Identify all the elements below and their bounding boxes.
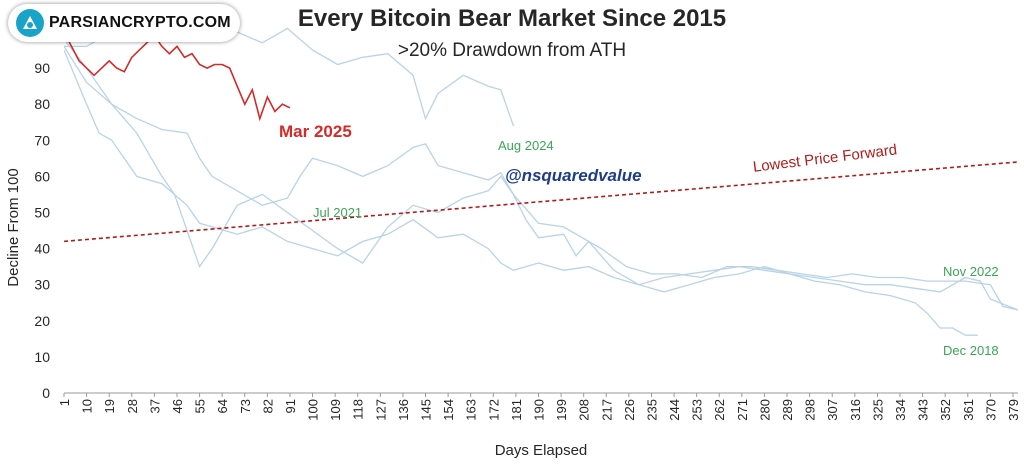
y-tick-label: 0	[42, 385, 50, 401]
plot-area	[64, 20, 1018, 336]
chart-subtitle: >20% Drawdown from ATH	[397, 40, 627, 61]
x-tick-label: 190	[531, 399, 546, 421]
y-tick-label: 80	[34, 96, 50, 112]
logo-text: PARSIANCRYPTO.COM	[49, 14, 231, 31]
x-tick-label: 154	[441, 399, 456, 421]
x-tick-label: 352	[938, 399, 953, 421]
series-line-mar-2025	[64, 31, 291, 122]
x-tick-label: 118	[351, 399, 366, 420]
logo-emblem-icon	[16, 9, 44, 37]
x-tick-label: 145	[419, 399, 434, 421]
x-tick-label: 100	[306, 399, 321, 421]
x-tick-label: 199	[554, 399, 569, 421]
label-dec-2018: Dec 2018	[943, 343, 999, 358]
label-jul-2021: Jul 2021	[313, 205, 363, 220]
x-tick-label: 379	[1006, 399, 1021, 421]
x-tick-label: 91	[283, 399, 298, 413]
label-mar-2025: Mar 2025	[279, 122, 352, 141]
x-tick-label: 73	[238, 399, 253, 413]
x-tick-label: 244	[667, 399, 682, 421]
series-line-jul-2021	[64, 46, 1018, 311]
x-tick-label: 127	[373, 399, 388, 421]
trend-line-lowest-price-forward	[64, 161, 1018, 243]
y-tick-label: 90	[34, 60, 50, 76]
x-tick-label: 361	[961, 399, 976, 421]
x-tick-label: 109	[328, 399, 343, 421]
x-tick-label: 181	[509, 399, 524, 421]
x-tick-label: 325	[870, 399, 885, 421]
x-tick-label: 253	[690, 399, 705, 421]
series-line-nov-2022	[64, 49, 1018, 311]
y-tick-label: 10	[34, 349, 50, 365]
x-tick-label: 226	[622, 399, 637, 421]
x-tick-label: 334	[893, 399, 908, 421]
x-tick-label: 28	[125, 399, 140, 413]
x-tick-label: 55	[193, 399, 208, 413]
x-tick-label: 46	[170, 399, 185, 413]
y-tick-label: 40	[34, 241, 50, 257]
x-tick-label: 343	[916, 399, 931, 421]
x-tick-label: 37	[147, 399, 162, 413]
y-tick-label: 70	[34, 132, 50, 148]
y-axis-title: Decline From 100	[5, 168, 22, 286]
x-tick-label: 370	[983, 399, 998, 421]
x-tick-label: 217	[599, 399, 614, 421]
x-tick-label: 271	[735, 399, 750, 421]
x-tick-label: 64	[215, 399, 230, 413]
chart-title: Every Bitcoin Bear Market Since 2015	[297, 5, 727, 32]
x-tick-label: 208	[577, 399, 592, 421]
x-axis-title: Days Elapsed	[495, 442, 588, 459]
x-tick-label: 136	[396, 399, 411, 421]
x-tick-label: 280	[757, 399, 772, 421]
x-tick-label: 172	[486, 399, 501, 421]
x-tick-label: 307	[825, 399, 840, 421]
x-tick-label: 289	[780, 399, 795, 421]
y-tick-label: 20	[34, 313, 50, 329]
x-tick-label: 262	[712, 399, 727, 421]
y-tick-label: 60	[34, 168, 50, 184]
x-tick-label: 163	[464, 399, 479, 421]
x-tick-label: 10	[80, 399, 95, 413]
x-tick-label: 316	[848, 399, 863, 421]
x-tick-label: 235	[644, 399, 659, 421]
y-tick-label: 30	[34, 277, 50, 293]
label-nov-2022: Nov 2022	[943, 264, 999, 279]
x-tick-label: 19	[102, 399, 117, 413]
x-tick-label: 82	[260, 399, 275, 413]
label-aug-2024: Aug 2024	[498, 138, 554, 153]
watermark-nsquaredvalue: @nsquaredvalue	[505, 166, 642, 185]
brand-logo[interactable]: PARSIANCRYPTO.COM	[8, 4, 240, 42]
series-line-dec-2018	[64, 38, 978, 336]
y-tick-label: 50	[34, 205, 50, 221]
x-tick-label: 298	[803, 399, 818, 421]
x-tick-label: 1	[57, 399, 72, 406]
